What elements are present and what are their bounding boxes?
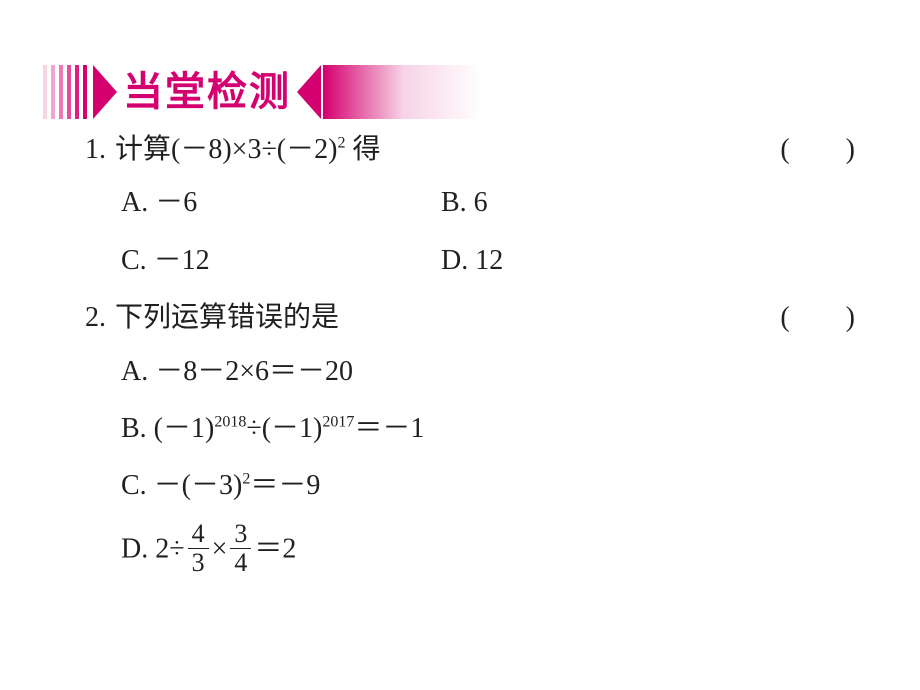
option-d: D. 2÷43×34＝2 [121, 522, 855, 580]
fraction: 43 [188, 520, 209, 578]
opt-text: × [212, 533, 228, 564]
option-a: A. －6 [121, 181, 441, 224]
answer-blank: ( ) [780, 296, 855, 339]
opt-text: B. (－1) [121, 413, 214, 444]
question-1: 1. 计算(－8)×3÷(－2)2 得 ( ) A. －6 B. 6 C. －1… [85, 128, 855, 288]
opt-text: ＝2 [254, 533, 296, 564]
header-stripes [43, 65, 91, 119]
opt-text: ＝－1 [354, 413, 424, 444]
question-stem: 2. 下列运算错误的是 ( ) [85, 296, 855, 339]
opt-text: C. －(－3) [121, 470, 242, 501]
question-list: 1. 计算(－8)×3÷(－2)2 得 ( ) A. －6 B. 6 C. －1… [85, 128, 855, 594]
option-d: D. 12 [441, 239, 855, 282]
header-title: 当堂检测 [117, 65, 297, 119]
triangle-right-icon [297, 65, 321, 119]
options-row: A. －6 B. 6 [121, 181, 855, 230]
section-header: 当堂检测 [43, 62, 483, 122]
denominator: 3 [188, 549, 209, 578]
options-row: C. －12 D. 12 [121, 239, 855, 288]
question-2: 2. 下列运算错误的是 ( ) A. －8－2×6＝－20 B. (－1)201… [85, 296, 855, 580]
question-stem: 1. 计算(－8)×3÷(－2)2 得 ( ) [85, 128, 855, 171]
exponent: 2017 [322, 414, 354, 431]
opt-text: ÷(－1) [246, 413, 322, 444]
triangle-left-icon [93, 65, 117, 119]
numerator: 3 [230, 520, 251, 550]
option-b: B. 6 [441, 181, 855, 224]
option-b: B. (－1)2018÷(－1)2017＝－1 [121, 407, 855, 450]
question-text: 计算(－8)×3÷(－2)2 得 [115, 128, 780, 171]
opt-text: ＝－9 [250, 470, 320, 501]
stem-part: 得 [345, 134, 380, 165]
question-text: 下列运算错误的是 [115, 296, 780, 339]
option-a: A. －8－2×6＝－20 [121, 350, 855, 393]
question-number: 2. [85, 296, 115, 339]
exponent: 2018 [214, 414, 246, 431]
question-number: 1. [85, 128, 115, 171]
denominator: 4 [230, 549, 251, 578]
option-c: C. －12 [121, 239, 441, 282]
opt-text: D. 2÷ [121, 533, 185, 564]
stem-part: 计算(－8)×3÷(－2) [115, 134, 337, 165]
header-gradient [323, 65, 483, 119]
options-column: A. －8－2×6＝－20 B. (－1)2018÷(－1)2017＝－1 C.… [121, 350, 855, 580]
opt-text: A. －8－2×6＝－20 [121, 356, 353, 387]
numerator: 4 [188, 520, 209, 550]
option-c: C. －(－3)2＝－9 [121, 464, 855, 507]
fraction: 34 [230, 520, 251, 578]
answer-blank: ( ) [780, 128, 855, 171]
